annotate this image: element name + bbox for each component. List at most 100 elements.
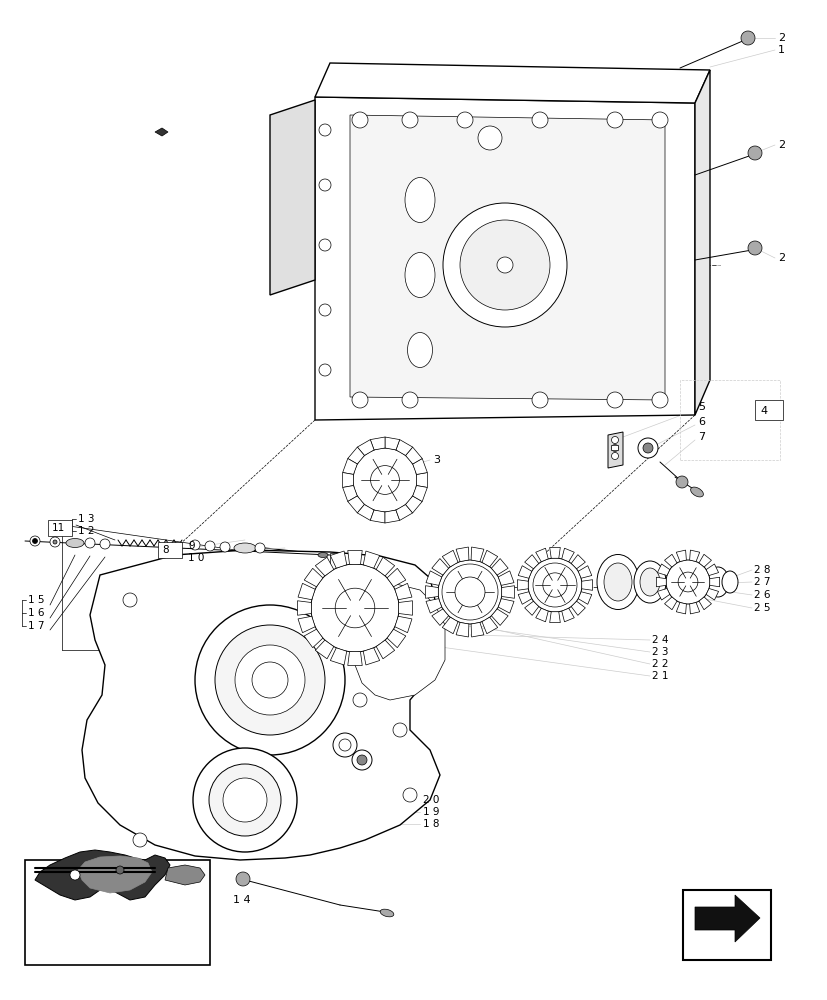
Polygon shape [425, 599, 442, 613]
Circle shape [123, 593, 136, 607]
Circle shape [311, 564, 399, 652]
Polygon shape [471, 547, 483, 562]
Polygon shape [657, 564, 669, 576]
Bar [158, 542, 182, 558]
Ellipse shape [380, 909, 394, 917]
Circle shape [193, 748, 297, 852]
Text: 9: 9 [188, 541, 194, 551]
Circle shape [611, 444, 618, 452]
Polygon shape [342, 473, 353, 487]
Bar [330, 582, 340, 600]
Polygon shape [416, 473, 427, 487]
Polygon shape [676, 602, 686, 614]
Polygon shape [370, 510, 385, 523]
Polygon shape [298, 583, 315, 600]
Text: 1 9: 1 9 [423, 807, 439, 817]
Circle shape [402, 112, 418, 128]
Polygon shape [315, 640, 333, 659]
Polygon shape [535, 548, 547, 562]
Polygon shape [561, 608, 574, 622]
Polygon shape [442, 617, 457, 634]
Circle shape [133, 833, 147, 847]
Polygon shape [471, 622, 483, 637]
Polygon shape [694, 70, 709, 415]
Polygon shape [498, 599, 514, 613]
Text: 1 4: 1 4 [232, 895, 251, 905]
Ellipse shape [633, 561, 665, 603]
Bar [48, 520, 72, 536]
Circle shape [455, 578, 484, 606]
Polygon shape [442, 550, 457, 567]
Polygon shape [395, 440, 412, 455]
Polygon shape [330, 648, 347, 665]
Polygon shape [304, 568, 323, 587]
Circle shape [195, 605, 345, 755]
Polygon shape [577, 592, 591, 604]
Polygon shape [270, 100, 314, 295]
Circle shape [651, 392, 667, 408]
Polygon shape [394, 616, 412, 633]
Polygon shape [304, 629, 323, 648]
Text: 11: 11 [52, 523, 65, 533]
Polygon shape [78, 856, 152, 893]
Ellipse shape [690, 487, 702, 497]
Polygon shape [517, 580, 528, 590]
Circle shape [236, 872, 250, 886]
Polygon shape [395, 505, 412, 520]
Polygon shape [481, 617, 497, 634]
Circle shape [352, 448, 417, 512]
Circle shape [85, 538, 95, 548]
Polygon shape [405, 447, 422, 464]
Polygon shape [342, 486, 357, 502]
Polygon shape [315, 557, 333, 576]
Bar [682, 890, 770, 960]
Text: 2 8: 2 8 [753, 565, 770, 575]
Circle shape [457, 112, 472, 128]
Circle shape [205, 541, 215, 551]
Circle shape [651, 112, 667, 128]
Circle shape [370, 466, 399, 494]
Text: 8: 8 [162, 545, 169, 555]
Ellipse shape [404, 178, 434, 223]
Circle shape [318, 124, 331, 136]
Polygon shape [314, 97, 694, 420]
Text: 2 6: 2 6 [753, 590, 770, 600]
Polygon shape [490, 609, 508, 625]
Text: 2 7: 2 7 [753, 577, 770, 587]
Text: 2 4: 2 4 [651, 635, 667, 645]
Polygon shape [412, 458, 427, 474]
Polygon shape [571, 601, 585, 615]
Polygon shape [501, 586, 514, 598]
Polygon shape [571, 555, 585, 569]
Polygon shape [350, 115, 664, 400]
Circle shape [351, 750, 371, 770]
Polygon shape [330, 551, 347, 568]
Text: 3: 3 [433, 455, 439, 465]
Bar [754, 400, 782, 420]
Ellipse shape [407, 332, 432, 367]
Circle shape [32, 538, 37, 544]
Circle shape [606, 392, 622, 408]
Circle shape [100, 539, 110, 549]
Polygon shape [347, 496, 364, 513]
Circle shape [318, 179, 331, 191]
Polygon shape [705, 564, 718, 576]
Polygon shape [456, 622, 468, 637]
Polygon shape [577, 566, 591, 578]
Polygon shape [549, 547, 560, 558]
Polygon shape [709, 577, 719, 587]
Circle shape [189, 540, 200, 550]
Polygon shape [385, 510, 399, 523]
Polygon shape [481, 550, 497, 567]
Bar [610, 445, 617, 450]
Polygon shape [297, 601, 311, 615]
Ellipse shape [318, 552, 327, 558]
Circle shape [318, 239, 331, 251]
Text: 1 7: 1 7 [28, 621, 45, 631]
Circle shape [528, 558, 581, 612]
Polygon shape [664, 597, 676, 610]
Circle shape [53, 540, 57, 544]
Ellipse shape [404, 252, 434, 298]
Bar [330, 553, 340, 575]
Circle shape [70, 870, 80, 880]
